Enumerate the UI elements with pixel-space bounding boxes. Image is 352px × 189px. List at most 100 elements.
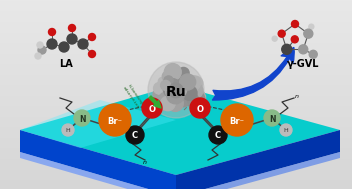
Circle shape bbox=[163, 82, 178, 97]
Polygon shape bbox=[20, 130, 176, 189]
Circle shape bbox=[190, 98, 210, 118]
Text: Br⁻: Br⁻ bbox=[107, 116, 122, 125]
Text: C: C bbox=[132, 132, 138, 140]
Circle shape bbox=[164, 74, 181, 91]
Circle shape bbox=[182, 86, 197, 100]
Circle shape bbox=[88, 50, 95, 57]
Circle shape bbox=[47, 39, 57, 49]
Circle shape bbox=[59, 42, 69, 52]
Circle shape bbox=[161, 96, 175, 111]
Circle shape bbox=[67, 34, 77, 44]
Circle shape bbox=[158, 77, 166, 86]
Circle shape bbox=[35, 53, 41, 59]
Circle shape bbox=[183, 77, 194, 88]
Circle shape bbox=[166, 83, 183, 101]
Circle shape bbox=[166, 86, 184, 104]
Circle shape bbox=[167, 95, 183, 112]
Text: N: N bbox=[269, 115, 275, 123]
Circle shape bbox=[153, 89, 163, 99]
Circle shape bbox=[187, 94, 199, 105]
Circle shape bbox=[170, 98, 181, 109]
Circle shape bbox=[74, 110, 90, 126]
Text: H: H bbox=[284, 129, 288, 133]
Circle shape bbox=[291, 36, 298, 43]
FancyArrowPatch shape bbox=[213, 47, 294, 100]
Circle shape bbox=[309, 50, 317, 58]
Circle shape bbox=[99, 104, 131, 136]
Circle shape bbox=[169, 91, 186, 107]
Circle shape bbox=[291, 20, 298, 28]
Circle shape bbox=[309, 24, 314, 29]
Circle shape bbox=[168, 83, 179, 94]
Circle shape bbox=[152, 96, 168, 111]
Circle shape bbox=[185, 87, 196, 98]
Circle shape bbox=[162, 85, 170, 93]
Circle shape bbox=[38, 46, 46, 54]
Circle shape bbox=[174, 88, 182, 97]
Polygon shape bbox=[176, 152, 340, 189]
Circle shape bbox=[174, 89, 192, 107]
Circle shape bbox=[170, 84, 180, 94]
Circle shape bbox=[169, 96, 178, 105]
Circle shape bbox=[186, 76, 201, 90]
Circle shape bbox=[280, 124, 292, 136]
Text: Ru: Ru bbox=[166, 85, 186, 99]
Circle shape bbox=[176, 88, 184, 96]
Circle shape bbox=[174, 83, 191, 100]
Circle shape bbox=[188, 89, 206, 106]
Polygon shape bbox=[176, 130, 340, 189]
Text: N: N bbox=[79, 115, 85, 123]
Circle shape bbox=[126, 126, 144, 144]
Circle shape bbox=[165, 88, 181, 104]
Polygon shape bbox=[20, 100, 176, 148]
Circle shape bbox=[49, 29, 56, 36]
Circle shape bbox=[180, 79, 189, 88]
Text: O: O bbox=[196, 105, 203, 114]
Circle shape bbox=[189, 76, 203, 90]
Circle shape bbox=[272, 36, 277, 41]
Circle shape bbox=[166, 94, 178, 106]
FancyArrowPatch shape bbox=[149, 96, 161, 108]
Circle shape bbox=[171, 86, 182, 97]
Circle shape bbox=[178, 67, 189, 79]
Circle shape bbox=[163, 85, 179, 102]
Text: n: n bbox=[295, 94, 299, 98]
Circle shape bbox=[148, 62, 204, 118]
Circle shape bbox=[162, 71, 173, 82]
Circle shape bbox=[189, 91, 205, 107]
Text: O: O bbox=[149, 105, 156, 114]
Text: Br⁻: Br⁻ bbox=[230, 116, 245, 125]
Circle shape bbox=[180, 75, 191, 86]
Polygon shape bbox=[20, 152, 176, 189]
Circle shape bbox=[175, 82, 188, 95]
Circle shape bbox=[62, 124, 74, 136]
Circle shape bbox=[161, 80, 171, 90]
Circle shape bbox=[169, 71, 185, 87]
Circle shape bbox=[175, 81, 187, 93]
Circle shape bbox=[173, 86, 190, 103]
Text: C: C bbox=[215, 132, 221, 140]
Circle shape bbox=[169, 84, 183, 98]
Circle shape bbox=[282, 44, 292, 54]
Text: n: n bbox=[143, 160, 147, 166]
Circle shape bbox=[163, 80, 181, 98]
Circle shape bbox=[304, 29, 313, 38]
Circle shape bbox=[69, 25, 75, 32]
Text: γ-GVL: γ-GVL bbox=[287, 59, 319, 69]
Polygon shape bbox=[20, 85, 340, 175]
Circle shape bbox=[169, 83, 183, 98]
Circle shape bbox=[221, 104, 253, 136]
Circle shape bbox=[188, 83, 203, 98]
Circle shape bbox=[168, 84, 183, 99]
Circle shape bbox=[88, 33, 95, 40]
Circle shape bbox=[278, 30, 285, 37]
Circle shape bbox=[170, 83, 182, 94]
Circle shape bbox=[299, 45, 308, 54]
Circle shape bbox=[153, 83, 165, 94]
Circle shape bbox=[264, 110, 280, 126]
Circle shape bbox=[166, 85, 175, 94]
Circle shape bbox=[209, 126, 227, 144]
Circle shape bbox=[169, 78, 186, 95]
Circle shape bbox=[165, 79, 181, 94]
Circle shape bbox=[164, 64, 181, 81]
